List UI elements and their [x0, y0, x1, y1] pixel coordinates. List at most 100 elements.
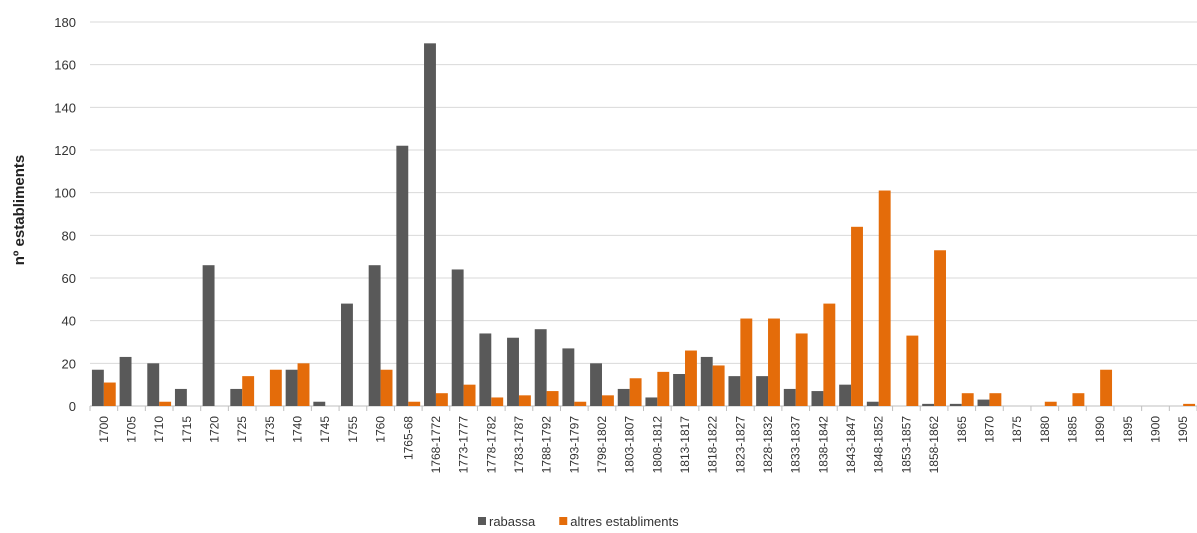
bar-rabassa: [645, 397, 658, 406]
bar-rabassa: [479, 333, 492, 406]
bar-rabassa: [949, 403, 962, 406]
x-tick-label: 1773-1777: [457, 416, 471, 474]
bar-altres-establiments: [685, 350, 697, 406]
x-tick-label: 1818-1822: [706, 416, 720, 474]
x-tick-label: 1788-1792: [540, 416, 554, 474]
bar-altres-establiments: [1100, 369, 1113, 406]
bar-altres-establiments: [574, 401, 587, 406]
x-tick-label: 1778-1782: [484, 416, 498, 474]
bar-rabassa: [147, 363, 160, 406]
bar-altres-establiments: [657, 371, 670, 406]
bar-altres-establiments: [989, 393, 1002, 406]
bar-rabassa: [451, 269, 464, 406]
bar-altres-establiments: [491, 397, 504, 406]
bar-altres-establiments: [740, 318, 753, 406]
bar-rabassa: [507, 337, 519, 406]
y-tick-label: 80: [62, 228, 76, 243]
bar-rabassa: [866, 401, 879, 406]
y-tick-label: 140: [54, 100, 76, 115]
bar-altres-establiments: [961, 393, 974, 406]
x-tick-label: 1803-1807: [623, 416, 637, 474]
y-axis-title: nº establiments: [11, 155, 28, 266]
bar-altres-establiments: [878, 190, 891, 406]
y-tick-label: 0: [69, 399, 76, 414]
x-tick-label: 1895: [1121, 416, 1135, 443]
y-tick-label: 60: [62, 271, 76, 286]
x-tick-label: 1720: [208, 416, 222, 443]
bar-altres-establiments: [103, 382, 116, 406]
x-tick-label: 1798-1802: [595, 416, 609, 474]
y-tick-label: 160: [54, 58, 76, 73]
y-tick-label: 180: [54, 15, 76, 30]
bar-altres-establiments: [518, 395, 531, 406]
bar-altres-establiments: [408, 401, 421, 406]
x-axis-ticks: 1700 1705 1710 1715 1720 1725 1735 1740 1745 1755…: [97, 416, 1190, 474]
x-tick-label: 1700: [97, 416, 111, 443]
x-tick-label: 1705: [125, 416, 139, 443]
x-tick-label: 1808-1812: [650, 416, 664, 474]
x-tick-label: 1865: [955, 416, 969, 443]
x-tick-label: 1813-1817: [678, 416, 692, 474]
bar-rabassa: [368, 265, 381, 406]
bar-altres-establiments: [269, 369, 282, 406]
bar-rabassa: [922, 403, 935, 406]
bar-rabassa: [174, 388, 187, 406]
bar-altres-establiments: [629, 378, 642, 406]
bar-rabassa: [119, 356, 132, 406]
bar-altres-establiments: [601, 395, 614, 406]
legend-label: rabassa: [489, 514, 536, 529]
bar-altres-establiments: [159, 401, 172, 406]
bar-rabassa: [977, 399, 990, 406]
legend: rabassa altres establiments: [478, 514, 679, 529]
bar-rabassa: [590, 363, 602, 406]
bar-rabassa: [728, 376, 741, 406]
bar-rabassa: [839, 384, 852, 406]
x-tick-label: 1735: [263, 416, 277, 443]
bar-rabassa: [91, 369, 104, 406]
x-tick-label: 1838-1842: [816, 416, 830, 474]
bar-altres-establiments: [851, 226, 863, 406]
bar-altres-establiments: [242, 376, 255, 406]
x-tick-label: 1885: [1065, 416, 1079, 443]
bar-rabassa: [202, 265, 215, 406]
x-tick-label: 1745: [318, 416, 332, 443]
legend-label: altres establiments: [570, 514, 679, 529]
bar-rabassa: [285, 369, 298, 406]
y-tick-label: 100: [54, 186, 76, 201]
x-tick-label: 1900: [1148, 416, 1162, 443]
y-axis-ticks: 0 20 40 60 80 100 120 140 160 180: [54, 15, 76, 414]
x-tick-label: 1760: [374, 416, 388, 443]
x-tick-label: 1765-68: [401, 416, 415, 460]
bar-altres-establiments: [546, 391, 559, 406]
x-tick-label: 1783-1787: [512, 416, 526, 474]
x-tick-label: 1843-1847: [844, 416, 858, 474]
y-tick-label: 20: [62, 356, 76, 371]
bar-rabassa: [783, 388, 796, 406]
bar-rabassa: [673, 374, 686, 406]
x-tick-label: 1768-1772: [429, 416, 443, 474]
bar-rabassa: [756, 376, 769, 406]
x-tick-label: 1833-1837: [789, 416, 803, 474]
x-tick-label: 1905: [1176, 416, 1190, 443]
bar-rabassa: [534, 329, 547, 406]
bar-altres-establiments: [1044, 401, 1057, 406]
bar-altres-establiments: [435, 393, 448, 406]
bar-altres-establiments: [380, 369, 393, 406]
bar-altres-establiments: [297, 363, 310, 406]
x-tick-label: 1890: [1093, 416, 1107, 443]
x-tick-label: 1848-1852: [872, 416, 886, 474]
x-tick-label: 1853-1857: [899, 416, 913, 474]
x-tick-label: 1710: [152, 416, 166, 443]
x-tick-label: 1725: [235, 416, 249, 443]
x-tick-label: 1870: [982, 416, 996, 443]
bar-altres-establiments: [906, 335, 919, 406]
bar-altres-establiments: [1183, 403, 1196, 406]
legend-swatch: [559, 517, 568, 525]
legend-swatch: [478, 517, 486, 525]
x-tick-label: 1823-1827: [733, 416, 747, 474]
bar-rabassa: [396, 145, 409, 406]
bar-rabassa: [424, 43, 436, 406]
bar-altres-establiments: [823, 303, 836, 406]
